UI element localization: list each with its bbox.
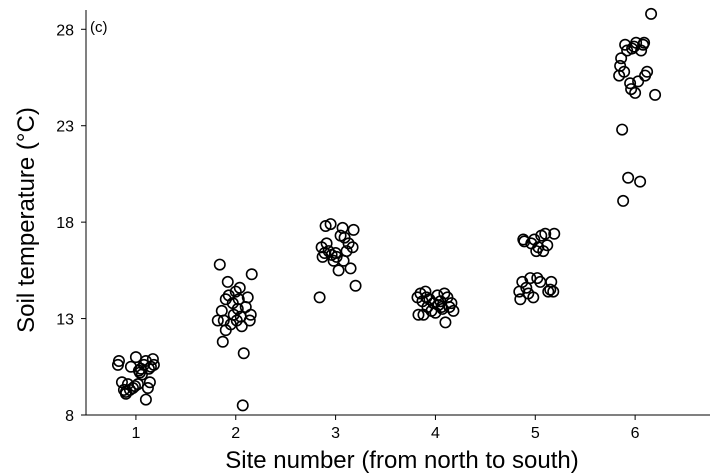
data-point-site-5 <box>527 291 540 304</box>
x-axis-title: Site number (from north to south) <box>225 447 578 474</box>
data-point-site-3 <box>347 223 360 236</box>
data-point-site-1 <box>147 358 160 371</box>
data-point-site-2 <box>215 304 228 317</box>
data-point-site-4 <box>435 300 448 313</box>
data-point-site-5 <box>514 293 527 306</box>
data-point-site-3 <box>320 237 333 250</box>
data-point-site-6 <box>619 38 632 51</box>
data-point-site-3 <box>337 254 350 267</box>
data-point-site-3 <box>313 291 326 304</box>
data-point-site-1 <box>146 353 159 366</box>
data-point-site-6 <box>616 123 629 136</box>
data-point-site-3 <box>342 237 355 250</box>
y-tick-label: 28 <box>56 22 74 39</box>
data-point-site-6 <box>634 175 647 188</box>
x-tick-label: 3 <box>331 425 340 442</box>
data-point-site-2 <box>243 314 256 327</box>
x-tick-label: 2 <box>231 425 240 442</box>
data-point-site-2 <box>241 291 254 304</box>
data-point-site-3 <box>344 262 357 275</box>
data-point-site-6 <box>638 36 651 49</box>
data-point-site-5 <box>539 227 552 240</box>
data-point-site-6 <box>617 194 630 207</box>
x-axis-ticks: 1 2 3 4 5 6 <box>131 415 640 442</box>
data-point-site-2 <box>244 308 257 321</box>
x-tick-label: 6 <box>631 425 640 442</box>
data-point-site-2 <box>229 285 242 298</box>
y-tick-label: 18 <box>56 215 74 232</box>
x-tick-label: 5 <box>531 425 540 442</box>
data-point-site-6 <box>618 65 631 78</box>
data-point-site-5 <box>547 285 560 298</box>
data-point-site-2 <box>213 258 226 271</box>
data-point-site-1 <box>119 385 132 398</box>
y-tick-label: 8 <box>65 408 74 425</box>
data-point-site-2 <box>237 347 250 360</box>
data-point-site-6 <box>645 7 658 20</box>
data-point-site-2 <box>236 399 249 412</box>
data-point-site-2 <box>245 268 258 281</box>
data-point-site-5 <box>545 275 558 288</box>
data-point-site-2 <box>216 335 229 348</box>
data-point-site-6 <box>629 86 642 99</box>
y-axis-title: Soil temperature (°C) <box>13 107 40 333</box>
data-point-site-1 <box>129 351 142 364</box>
data-point-site-4 <box>420 291 433 304</box>
data-point-site-3 <box>346 241 359 254</box>
data-point-site-1 <box>143 376 156 389</box>
data-points <box>111 7 662 412</box>
data-point-site-6 <box>625 83 638 96</box>
data-point-site-2 <box>221 275 234 288</box>
data-point-site-1 <box>141 381 154 394</box>
data-point-site-5 <box>548 227 561 240</box>
data-point-site-3 <box>332 264 345 277</box>
data-point-site-4 <box>439 316 452 329</box>
x-tick-label: 1 <box>131 425 140 442</box>
data-point-site-3 <box>324 218 337 231</box>
y-tick-label: 13 <box>56 312 74 329</box>
data-point-site-3 <box>330 250 343 263</box>
data-point-site-6 <box>641 65 654 78</box>
data-point-site-6 <box>649 88 662 101</box>
data-point-site-2 <box>235 320 248 333</box>
data-point-site-5 <box>541 239 554 252</box>
data-point-site-4 <box>447 304 460 317</box>
data-point-site-5 <box>531 272 544 285</box>
data-point-site-6 <box>632 75 645 88</box>
x-tick-label: 4 <box>431 425 440 442</box>
data-point-site-6 <box>622 171 635 184</box>
data-point-site-4 <box>445 297 458 310</box>
panel-label: (c) <box>90 19 108 36</box>
data-point-site-6 <box>635 44 648 57</box>
y-axis-ticks: 8 13 18 23 28 <box>56 22 86 425</box>
data-point-site-6 <box>615 52 628 65</box>
data-point-site-2 <box>232 293 245 306</box>
data-point-site-5 <box>524 272 537 285</box>
y-tick-label: 23 <box>56 119 74 136</box>
data-point-site-6 <box>624 77 637 90</box>
data-point-site-4 <box>412 308 425 321</box>
data-point-site-1 <box>133 366 146 379</box>
data-point-site-2 <box>233 281 246 294</box>
data-point-site-1 <box>139 393 152 406</box>
data-point-site-1 <box>112 354 125 367</box>
data-point-site-3 <box>349 279 362 292</box>
